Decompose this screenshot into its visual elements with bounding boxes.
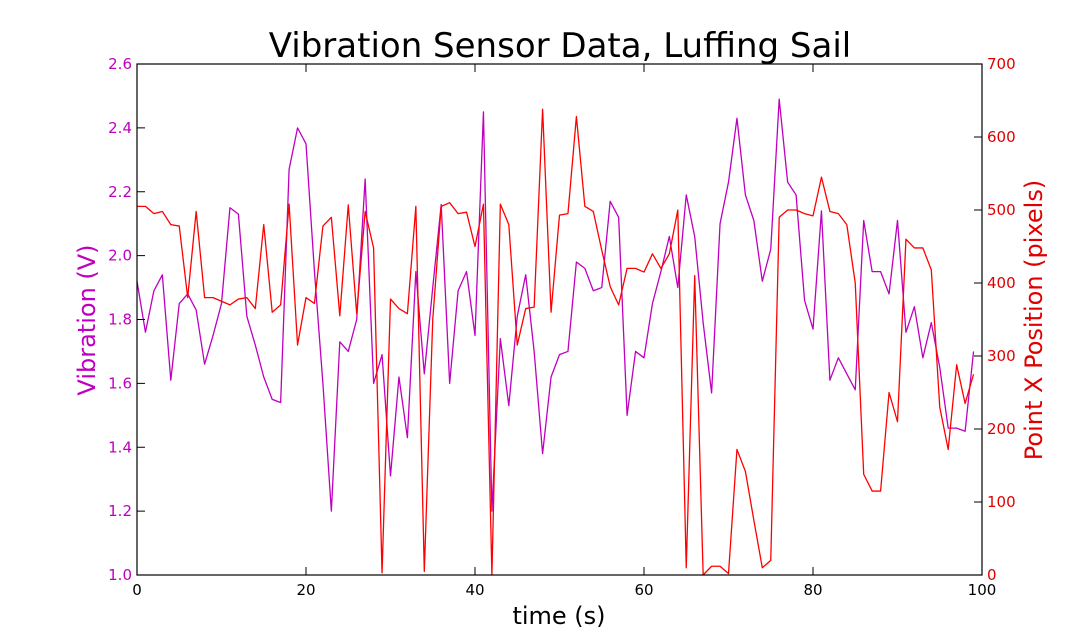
- right-y-axis-label: Point X Position (pixels): [1020, 180, 1048, 460]
- left-y-tick-label: 1.0: [108, 566, 132, 584]
- right-y-tick-label: 200: [987, 420, 1016, 438]
- right-y-tick-label: 100: [987, 493, 1016, 511]
- series-line-vibration: [136, 98, 975, 512]
- series-line-position: [137, 108, 975, 576]
- left-y-tick-label: 2.2: [108, 183, 132, 201]
- x-axis-label: time (s): [512, 602, 605, 630]
- series-layer: [136, 98, 975, 576]
- left-y-tick-label: 1.2: [108, 502, 132, 520]
- left-y-tick-label: 2.4: [108, 119, 132, 137]
- right-y-tick-label: 700: [987, 55, 1016, 73]
- right-y-tick-label: 0: [987, 566, 997, 584]
- right-y-tick-label: 500: [987, 201, 1016, 219]
- x-tick-label: 80: [803, 581, 822, 599]
- x-tick-label: 40: [465, 581, 484, 599]
- right-y-axis-ticks: 0 100 200 300 400 500 600 700: [974, 55, 1016, 584]
- left-y-axis-ticks: 1.0 1.2 1.4 1.6 1.8 2.0 2.2 2.4 2.6: [108, 55, 145, 584]
- plot-frame: [136, 63, 983, 576]
- x-axis-ticks: 0 20 40 60 80 100: [132, 64, 996, 599]
- left-y-tick-label: 1.6: [108, 374, 132, 392]
- left-y-tick-label: 1.4: [108, 438, 132, 456]
- x-tick-label: 0: [132, 581, 142, 599]
- x-tick-label: 20: [296, 581, 315, 599]
- right-y-tick-label: 300: [987, 347, 1016, 365]
- left-y-tick-label: 2.6: [108, 55, 132, 73]
- x-tick-label: 100: [968, 581, 997, 599]
- x-tick-label: 60: [634, 581, 653, 599]
- chart-title: Vibration Sensor Data, Luffing Sail: [269, 26, 851, 66]
- left-y-tick-label: 2.0: [108, 247, 132, 265]
- right-y-tick-label: 400: [987, 274, 1016, 292]
- right-y-tick-label: 600: [987, 128, 1016, 146]
- left-y-axis-label: Vibration (V): [73, 244, 101, 395]
- left-y-tick-label: 1.8: [108, 311, 132, 329]
